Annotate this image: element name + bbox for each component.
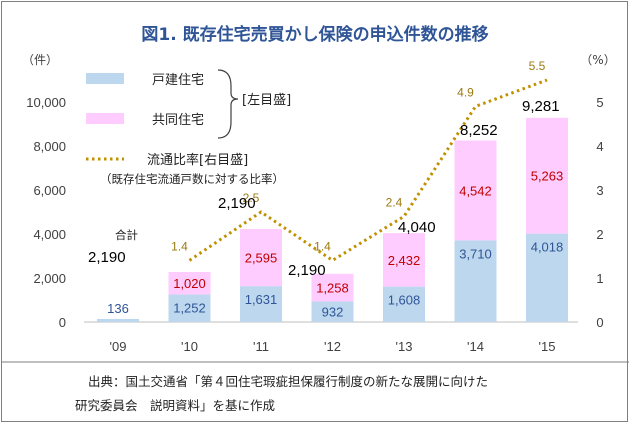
- bar-apartment: [526, 117, 568, 234]
- source-line-2: 研究委員会 説明資料」を基に作成: [75, 398, 275, 413]
- left-tick-label: 0: [59, 315, 66, 330]
- right-tick-label: 4: [596, 139, 603, 154]
- bar-detached: [168, 294, 211, 322]
- bar-apartment: [311, 273, 354, 302]
- legend-swatch-detached: [86, 73, 124, 84]
- left-tick-label: 6,000: [33, 183, 66, 198]
- x-tick-label: '13: [396, 339, 413, 354]
- legend-bracket: [217, 69, 239, 139]
- rate-label: 5.5: [529, 59, 546, 73]
- label-detached: 1,608: [388, 293, 421, 308]
- legend-rate-note: （既存住宅流通戸数に対する比率）: [100, 172, 284, 186]
- right-tick-label: 1: [596, 271, 603, 286]
- right-axis-unit: （%）: [580, 53, 615, 67]
- x-tick-label: '09: [110, 339, 127, 354]
- right-tick-label: 0: [596, 315, 603, 330]
- total-label: 9,281: [522, 98, 560, 115]
- bars-group: [97, 117, 568, 322]
- x-tick-label: '11: [253, 339, 269, 354]
- left-tick-label: 10,000: [26, 95, 66, 110]
- label-detached: 136: [107, 301, 129, 316]
- bar-detached: [526, 233, 568, 322]
- left-tick-label: 8,000: [33, 139, 66, 154]
- rate-labels-group: 1.4 2.5 1.4 2.4 4.9 5.5: [171, 59, 546, 253]
- right-axis-ticks: 0 1 2 3 4 5: [596, 95, 603, 330]
- label-detached: 1,252: [173, 300, 206, 315]
- rate-label: 4.9: [457, 85, 474, 99]
- label-apartment: 2,432: [388, 253, 421, 268]
- rate-label: 1.4: [314, 239, 331, 253]
- bar-detached: [454, 240, 497, 322]
- label-detached: 932: [322, 305, 344, 320]
- legend-label-detached: 戸建住宅: [152, 73, 204, 88]
- bar-detached: [97, 319, 139, 322]
- total-label: 2,190: [218, 195, 256, 212]
- label-apartment: 1,020: [173, 276, 206, 291]
- chart-title: 図1. 既存住宅売買かし保険の申込件数の推移: [141, 24, 488, 45]
- bar-apartment: [168, 272, 211, 295]
- label-detached: 1,631: [245, 292, 278, 307]
- rate-label: 2.5: [243, 191, 260, 205]
- right-tick-label: 5: [596, 95, 603, 110]
- bar-detached: [311, 301, 354, 322]
- bar-detached: [240, 286, 282, 322]
- right-tick-label: 3: [596, 183, 603, 198]
- legend-bracket-label: [左目盛]: [242, 93, 291, 108]
- bar-detached: [383, 286, 425, 322]
- total-label: 8,252: [460, 122, 498, 139]
- label-apartment: 4,542: [459, 183, 492, 198]
- total-label: 2,190: [88, 249, 126, 266]
- x-tick-label: '15: [539, 339, 556, 354]
- right-tick-label: 2: [596, 227, 603, 242]
- legend-label-apartment: 共同住宅: [152, 113, 204, 128]
- x-tick-label: '10: [181, 339, 198, 354]
- bar-apartment: [240, 229, 282, 287]
- totals-group: 2,190 2,190 2,190 4,040 8,252 9,281: [88, 98, 560, 279]
- left-tick-label: 4,000: [33, 227, 66, 242]
- left-axis-unit: （件）: [22, 53, 58, 67]
- label-detached: 4,018: [531, 240, 564, 255]
- x-tick-label: '14: [467, 339, 484, 354]
- label-apartment: 2,595: [245, 251, 278, 266]
- rate-label: 2.4: [386, 195, 403, 209]
- totals-caption: 合計: [115, 228, 138, 242]
- total-label: 2,190: [288, 262, 326, 279]
- source-line-1: 出典：国土交通省「第４回住宅瑕疵担保履行制度の新たな展開に向けた: [88, 374, 488, 389]
- x-axis-labels: '09 '10 '11 '12 '13 '14 '15: [110, 339, 556, 354]
- legend-swatch-apartment: [86, 113, 124, 124]
- total-label: 4,040: [398, 219, 436, 236]
- left-tick-label: 2,000: [33, 271, 66, 286]
- left-axis-ticks: 0 2,000 4,000 6,000 8,000 10,000: [26, 95, 66, 330]
- label-apartment: 5,263: [531, 169, 564, 184]
- label-apartment: 1,258: [316, 281, 349, 296]
- x-tick-label: '12: [324, 339, 341, 354]
- label-detached: 3,710: [459, 246, 492, 261]
- bar-labels-group: 136 1,252 1,020 1,631 2,595 932 1,258 1,608 2,43…: [107, 169, 563, 320]
- rate-label: 1.4: [171, 239, 188, 253]
- bar-apartment: [383, 233, 425, 287]
- bar-apartment: [454, 140, 497, 241]
- legend-label-rate: 流通比率[右目盛]: [147, 152, 248, 168]
